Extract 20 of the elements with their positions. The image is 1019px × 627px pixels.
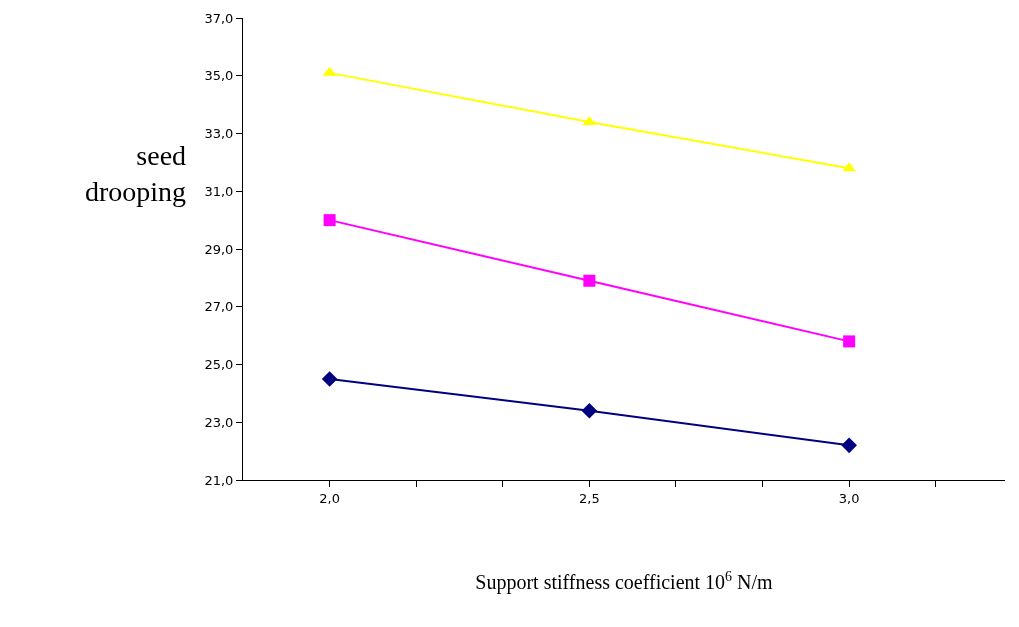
y-tick-label: 33,0: [204, 126, 234, 142]
point: [843, 335, 856, 348]
y-tick-label: 37,0: [204, 10, 234, 26]
x-tick-label: 2,5: [579, 490, 600, 506]
point: [323, 214, 336, 227]
point: [583, 274, 596, 287]
y-tick-label: 27,0: [204, 299, 234, 315]
point: [581, 402, 598, 419]
y-tick-label: 35,0: [204, 68, 234, 84]
y-axis-title: seed drooping: [85, 140, 187, 208]
y-tick-label: 23,0: [204, 414, 234, 430]
point: [321, 371, 338, 387]
y-tick-label: 31,0: [204, 183, 234, 199]
x-axis-title: Support stiffness coefficient 10$^{6}$ N/m: [475, 568, 774, 595]
y-tick-label: 25,0: [204, 357, 234, 373]
y-tick-label: 29,0: [204, 241, 234, 257]
y-tick-label: 21,0: [204, 472, 234, 488]
x-tick-label: 3,0: [838, 490, 860, 506]
point: [841, 437, 857, 454]
x-tick-label: 2,0: [319, 490, 340, 506]
